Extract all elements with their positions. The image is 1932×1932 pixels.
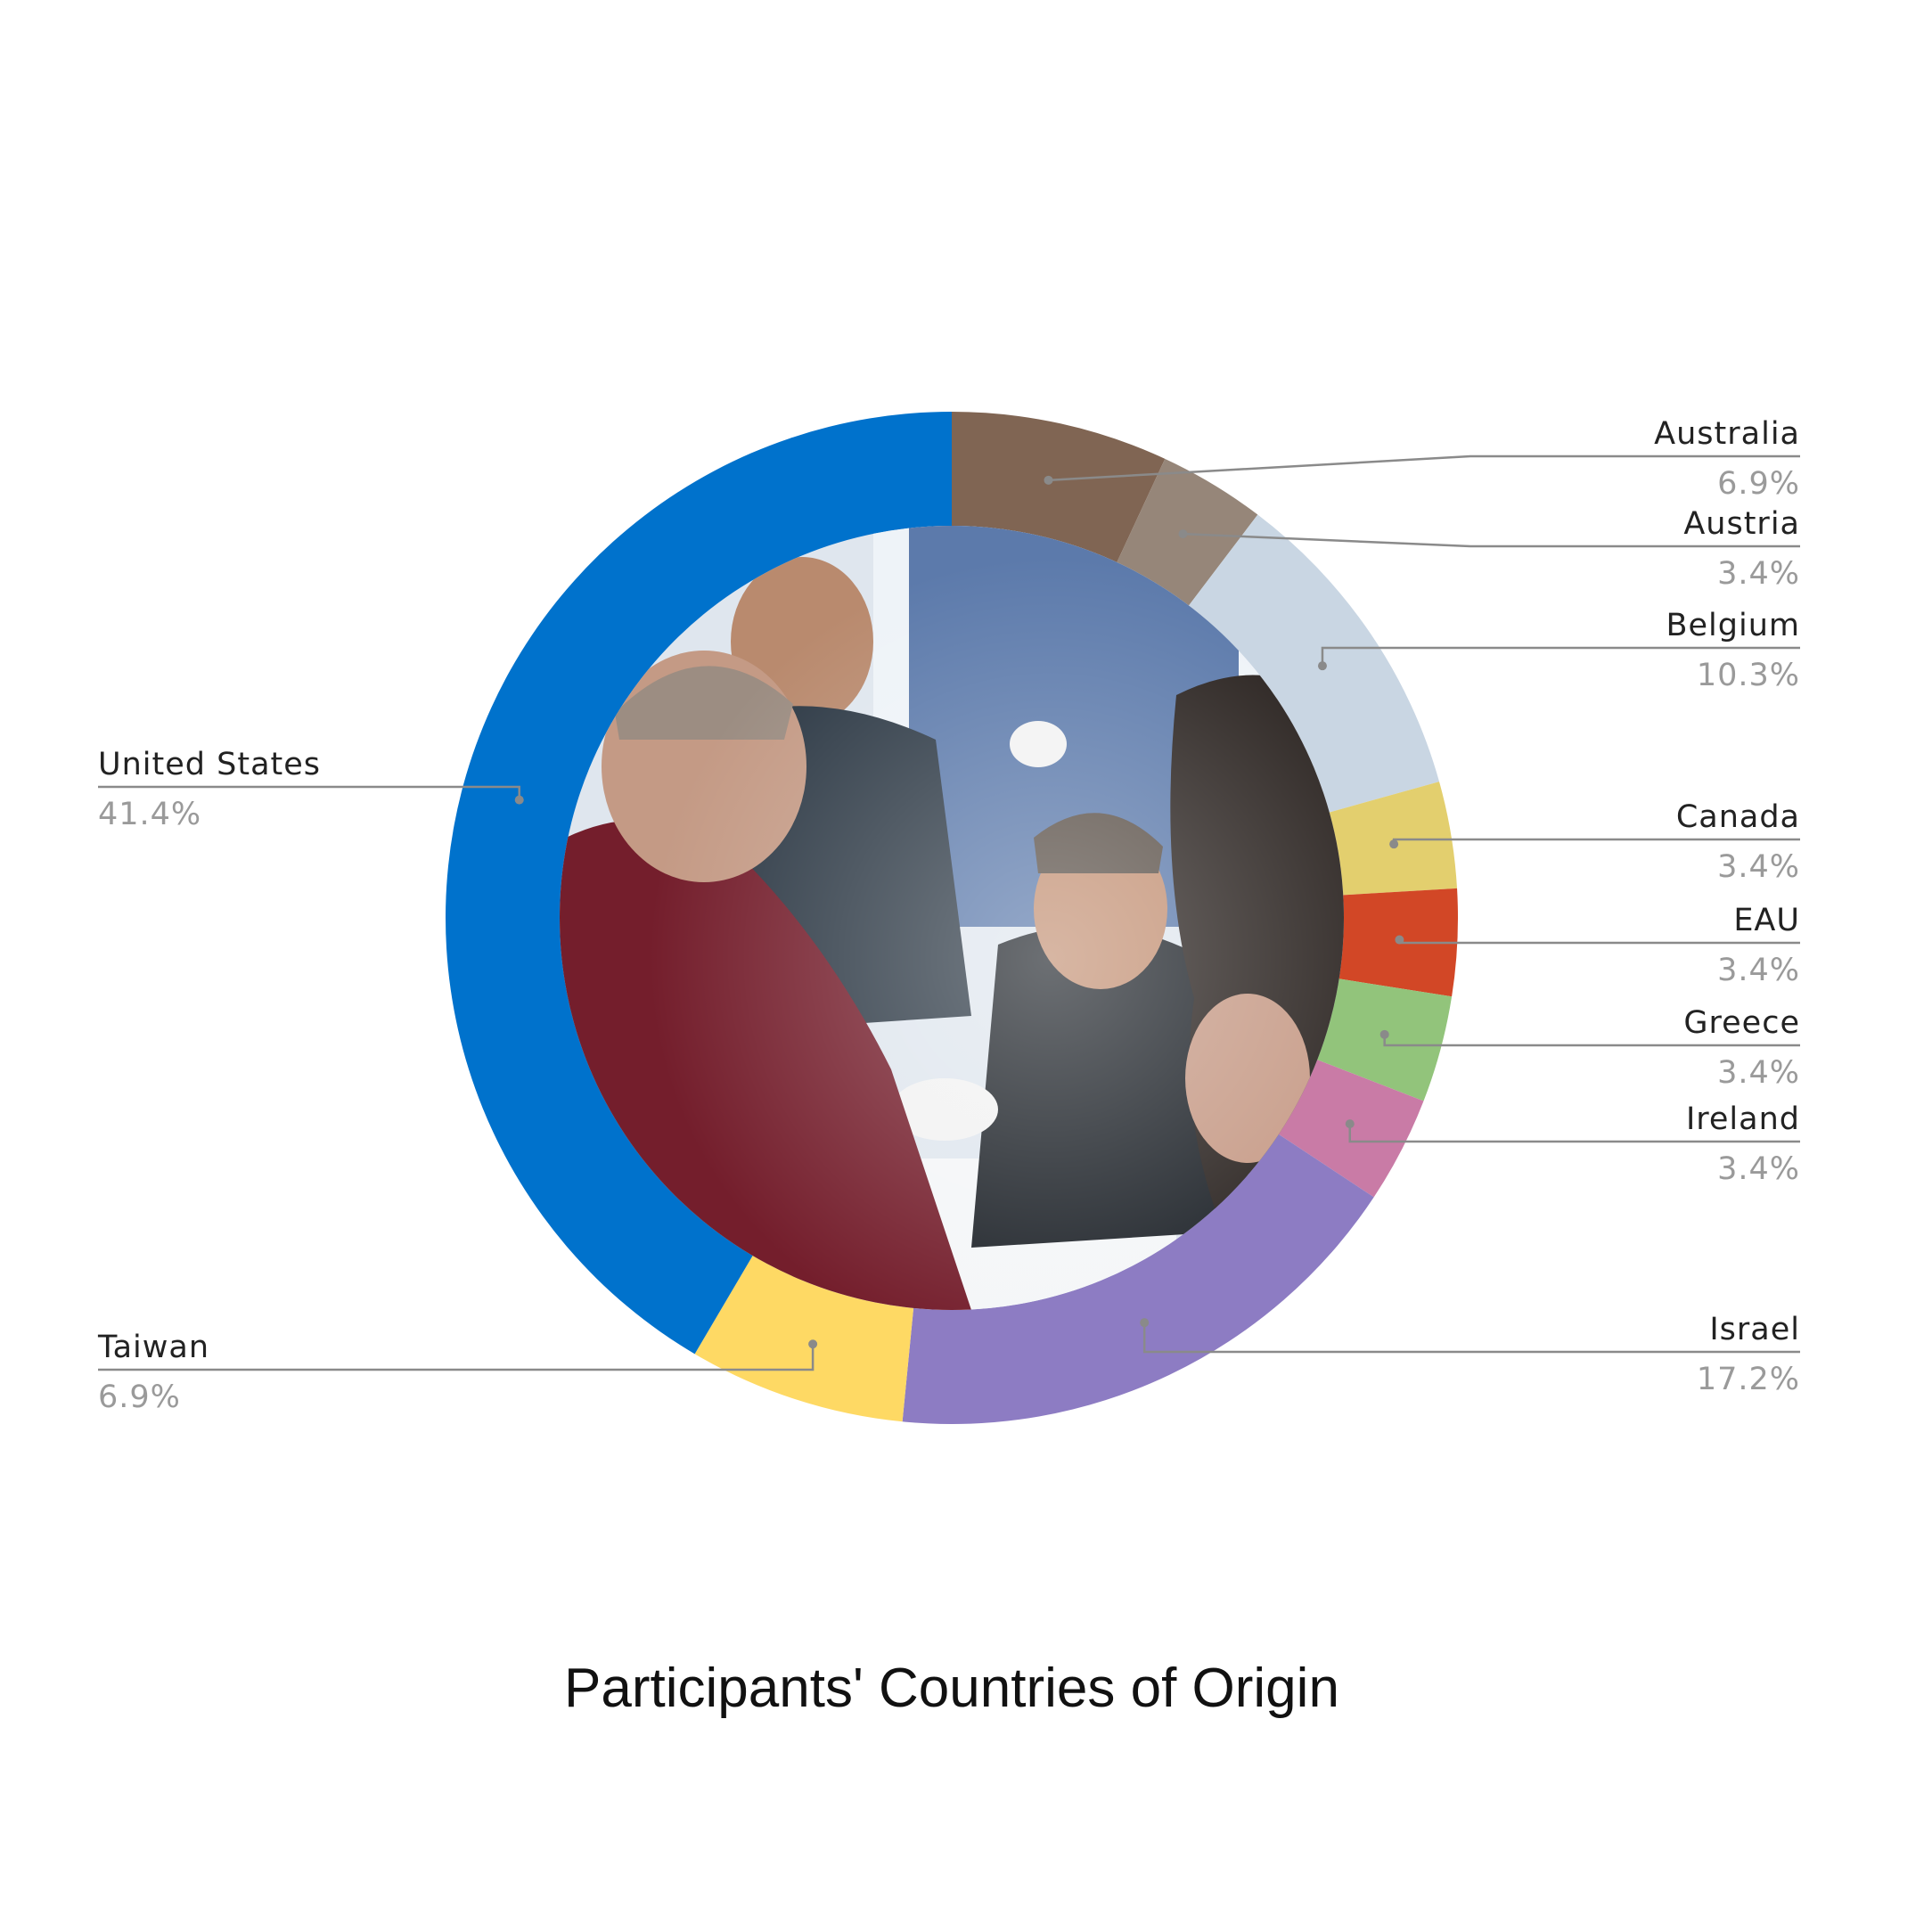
slice-value-greece: 3.4% bbox=[1717, 1055, 1800, 1091]
slice-label-austria: Austria bbox=[1683, 506, 1800, 542]
slice-label-ireland: Ireland bbox=[1686, 1101, 1800, 1137]
slice-label-australia: Australia bbox=[1654, 416, 1800, 452]
slice-value-united-states: 41.4% bbox=[98, 797, 201, 832]
slice-value-eau: 3.4% bbox=[1717, 953, 1800, 988]
chart-title: Participants' Countries of Origin bbox=[564, 1658, 1339, 1719]
slice-label-israel: Israel bbox=[1709, 1312, 1800, 1347]
slice-value-taiwan: 6.9% bbox=[98, 1379, 181, 1415]
slice-value-israel: 17.2% bbox=[1697, 1362, 1800, 1397]
slice-label-taiwan: Taiwan bbox=[97, 1330, 209, 1365]
slice-value-canada: 3.4% bbox=[1717, 849, 1800, 885]
slice-label-united-states: United States bbox=[98, 747, 321, 782]
slice-value-belgium: 10.3% bbox=[1697, 658, 1800, 693]
slice-value-austria: 3.4% bbox=[1717, 556, 1800, 592]
leader-line-eau bbox=[1399, 940, 1800, 943]
slice-value-ireland: 3.4% bbox=[1717, 1151, 1800, 1187]
leader-line-canada bbox=[1394, 839, 1800, 844]
slice-label-belgium: Belgium bbox=[1666, 608, 1801, 643]
slice-label-greece: Greece bbox=[1683, 1005, 1800, 1041]
slice-label-eau: EAU bbox=[1733, 903, 1800, 938]
slice-value-australia: 6.9% bbox=[1717, 466, 1800, 502]
slice-label-canada: Canada bbox=[1676, 799, 1800, 835]
